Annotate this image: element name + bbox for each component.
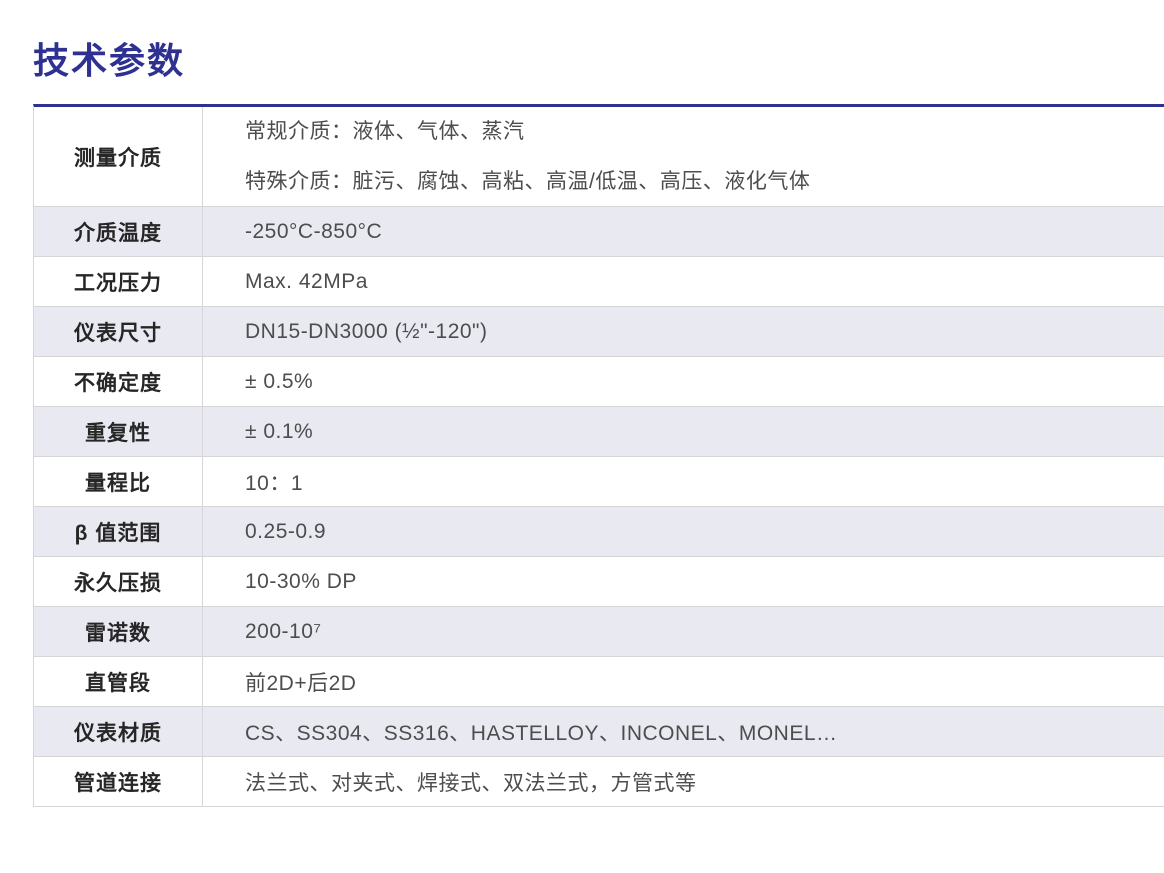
- value-line: 前2D+后2D: [245, 671, 357, 695]
- row-value: 200-10⁷: [203, 607, 1164, 656]
- row-label: 仪表尺寸: [34, 307, 203, 356]
- row-value: DN15-DN3000 (½"-120"): [203, 307, 1164, 356]
- value-line: 法兰式、对夹式、焊接式、双法兰式，方管式等: [245, 771, 697, 795]
- row-label: 重复性: [34, 407, 203, 456]
- row-label: 雷诺数: [34, 607, 203, 656]
- value-line: ± 0.5%: [245, 369, 314, 393]
- row-label: 工况压力: [34, 257, 203, 306]
- row-label: 仪表材质: [34, 707, 203, 756]
- table-row-reynolds-number: 雷诺数 200-10⁷: [34, 607, 1164, 657]
- row-label: β 值范围: [34, 507, 203, 556]
- table-row-permanent-pressure-loss: 永久压损 10-30% DP: [34, 557, 1164, 607]
- row-value: 法兰式、对夹式、焊接式、双法兰式，方管式等: [203, 757, 1164, 806]
- table-row-repeatability: 重复性 ± 0.1%: [34, 407, 1164, 457]
- table-row-turndown-ratio: 量程比 10：1: [34, 457, 1164, 507]
- table-row-measuring-medium: 测量介质 常规介质：液体、气体、蒸汽 特殊介质：脏污、腐蚀、高粘、高温/低温、高…: [34, 107, 1164, 207]
- row-label: 量程比: [34, 457, 203, 506]
- table-row-meter-size: 仪表尺寸 DN15-DN3000 (½"-120"): [34, 307, 1164, 357]
- table-row-beta-range: β 值范围 0.25-0.9: [34, 507, 1164, 557]
- value-line: 10：1: [245, 471, 304, 495]
- table-row-medium-temperature: 介质温度 -250°C-850°C: [34, 207, 1164, 257]
- value-line: 常规介质：液体、气体、蒸汽: [245, 119, 525, 143]
- row-value: CS、SS304、SS316、HASTELLOY、INCONEL、MONEL…: [203, 707, 1164, 756]
- row-label: 永久压损: [34, 557, 203, 606]
- row-label: 管道连接: [34, 757, 203, 806]
- value-line: -250°C-850°C: [245, 219, 383, 243]
- row-value: -250°C-850°C: [203, 207, 1164, 256]
- row-label: 测量介质: [34, 107, 203, 206]
- row-value: 10：1: [203, 457, 1164, 506]
- value-line: 0.25-0.9: [245, 519, 327, 543]
- table-row-meter-material: 仪表材质 CS、SS304、SS316、HASTELLOY、INCONEL、MO…: [34, 707, 1164, 757]
- value-line: 200-10⁷: [245, 619, 322, 643]
- table-row-pipe-connection: 管道连接 法兰式、对夹式、焊接式、双法兰式，方管式等: [34, 757, 1164, 807]
- row-label: 不确定度: [34, 357, 203, 406]
- value-line: ± 0.1%: [245, 419, 314, 443]
- row-value: ± 0.5%: [203, 357, 1164, 406]
- row-value: 常规介质：液体、气体、蒸汽 特殊介质：脏污、腐蚀、高粘、高温/低温、高压、液化气…: [203, 107, 1164, 206]
- row-value: 10-30% DP: [203, 557, 1164, 606]
- value-line: CS、SS304、SS316、HASTELLOY、INCONEL、MONEL…: [245, 721, 838, 745]
- parameters-table: 测量介质 常规介质：液体、气体、蒸汽 特殊介质：脏污、腐蚀、高粘、高温/低温、高…: [33, 104, 1164, 807]
- row-label: 介质温度: [34, 207, 203, 256]
- value-line: 特殊介质：脏污、腐蚀、高粘、高温/低温、高压、液化气体: [245, 169, 811, 193]
- row-label: 直管段: [34, 657, 203, 706]
- row-value: Max. 42MPa: [203, 257, 1164, 306]
- page-title: 技术参数: [33, 40, 186, 81]
- value-line: DN15-DN3000 (½"-120"): [245, 319, 488, 343]
- row-value: 前2D+后2D: [203, 657, 1164, 706]
- table-row-working-pressure: 工况压力 Max. 42MPa: [34, 257, 1164, 307]
- value-line: Max. 42MPa: [245, 269, 368, 293]
- row-value: ± 0.1%: [203, 407, 1164, 456]
- value-line: 10-30% DP: [245, 569, 357, 593]
- table-row-uncertainty: 不确定度 ± 0.5%: [34, 357, 1164, 407]
- row-value: 0.25-0.9: [203, 507, 1164, 556]
- table-row-straight-pipe-run: 直管段 前2D+后2D: [34, 657, 1164, 707]
